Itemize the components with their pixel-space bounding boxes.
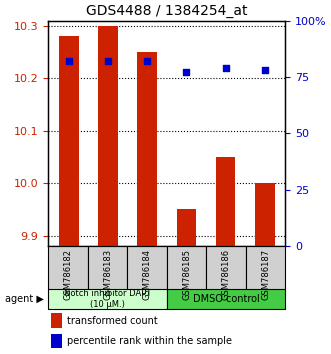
Point [105,58,111,64]
Bar [137,52,157,246]
Point [262,67,267,73]
FancyBboxPatch shape [207,246,246,290]
FancyBboxPatch shape [167,289,285,309]
Text: transformed count: transformed count [67,316,158,326]
FancyBboxPatch shape [48,246,88,290]
FancyBboxPatch shape [167,246,207,290]
Text: DMSO control: DMSO control [193,294,260,304]
FancyBboxPatch shape [127,246,167,290]
FancyBboxPatch shape [48,289,167,309]
Text: GSM786182: GSM786182 [64,249,72,300]
Text: GSM786185: GSM786185 [182,249,191,300]
FancyBboxPatch shape [88,246,127,290]
Text: GSM786187: GSM786187 [261,249,270,301]
Text: agent ▶: agent ▶ [5,294,43,304]
Point [184,70,189,75]
Bar [177,209,196,246]
Bar [255,183,275,246]
Bar [216,157,235,246]
Point [223,65,228,71]
Point [145,58,150,64]
Bar [59,36,78,246]
Bar [51,313,63,327]
Bar [51,333,63,348]
Text: Notch inhibitor DAPT
(10 μM.): Notch inhibitor DAPT (10 μM.) [64,290,151,309]
Bar [98,26,118,246]
Point [66,58,71,64]
Title: GDS4488 / 1384254_at: GDS4488 / 1384254_at [86,4,248,18]
Text: GSM786186: GSM786186 [222,249,231,301]
Text: GSM786183: GSM786183 [103,249,112,301]
Text: percentile rank within the sample: percentile rank within the sample [67,336,232,346]
FancyBboxPatch shape [246,246,285,290]
Text: GSM786184: GSM786184 [143,249,152,300]
